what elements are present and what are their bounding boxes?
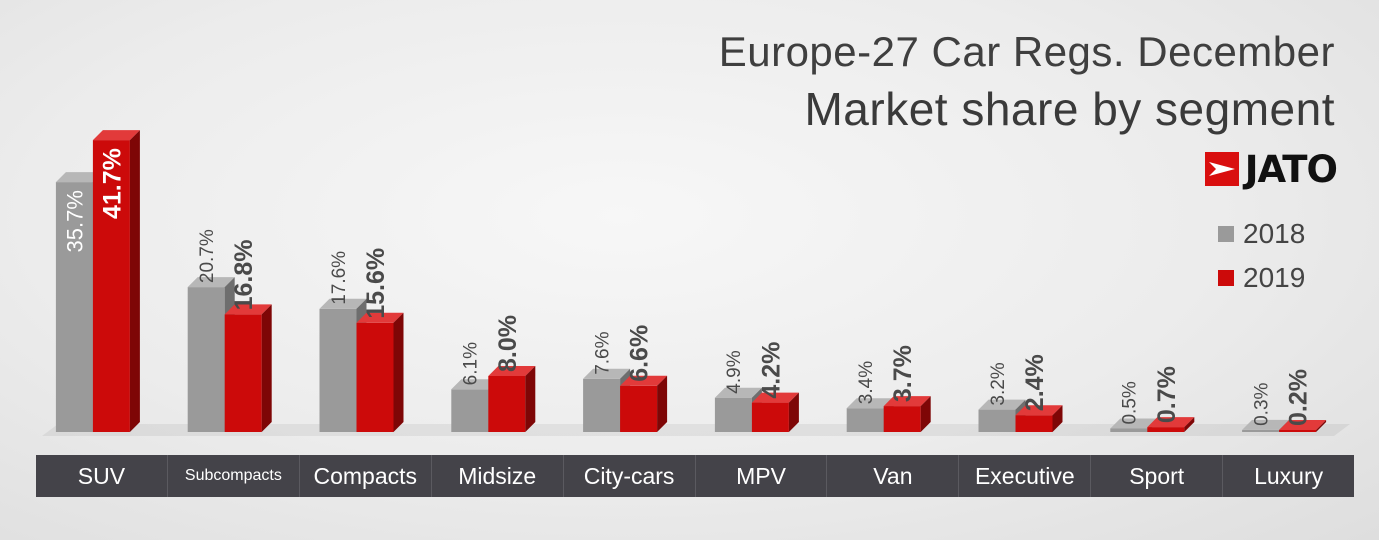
bar-top-2019-City-cars (620, 375, 668, 386)
bar-2019-Compacts (356, 322, 394, 432)
bar-top-2019-Executive (1015, 405, 1063, 416)
bar-top-2018-City-cars (583, 368, 631, 379)
bar-2018-Luxury (1242, 429, 1280, 432)
data-label-2018-City-cars: 7.6% (592, 331, 613, 374)
data-label-2018-Midsize: 6.1% (461, 342, 482, 385)
bar-side-2019-Subcompacts (261, 304, 272, 432)
bar-side-2019-City-cars (657, 375, 668, 432)
bar-side-2019-Compacts (393, 312, 404, 432)
bar-top-2019-Subcompacts (224, 304, 272, 315)
bar-2019-Sport (1147, 427, 1185, 432)
data-label-2019-Sport: 0.7% (1153, 366, 1181, 423)
bar-top-2018-SUV (55, 172, 103, 183)
bar-top-2019-Van (883, 396, 931, 407)
data-label-2019-Van: 3.7% (889, 345, 917, 402)
bar-2018-Van (846, 408, 884, 432)
bar-top-2018-Subcompacts (187, 277, 235, 288)
data-label-2019-MPV: 4.2% (757, 342, 785, 399)
bar-side-2019-Executive (1052, 405, 1063, 432)
category-label: Compacts (298, 455, 431, 497)
legend-swatch-2019 (1218, 270, 1234, 286)
bar-2019-Executive (1015, 415, 1053, 432)
bar-top-2018-Van (846, 398, 894, 409)
bar-2018-Subcompacts (187, 287, 225, 432)
data-label-2018-Sport: 0.5% (1120, 381, 1141, 424)
bar-top-2018-MPV (714, 387, 762, 398)
data-label-2018-SUV: 35.7% (62, 190, 87, 252)
data-label-2018-Luxury: 0.3% (1251, 382, 1272, 425)
bar-side-2019-MPV (788, 392, 799, 432)
bar-2019-Midsize (488, 376, 526, 432)
bar-2018-Compacts (319, 308, 357, 432)
legend-item-2019: 2019 (1218, 256, 1305, 300)
bar-2018-City-cars (583, 378, 621, 432)
bar-2018-Midsize (451, 389, 489, 432)
bar-top-2018-Luxury (1242, 419, 1290, 430)
bar-top-2018-Executive (978, 399, 1026, 410)
category-label: SUV (77, 462, 126, 489)
data-label-2019-Subcompacts: 16.8% (230, 240, 258, 311)
bar-top-2018-Midsize (451, 379, 499, 390)
bar-2019-Luxury (1279, 430, 1317, 432)
legend: 2018 2019 (1218, 212, 1305, 300)
legend-label-2019: 2019 (1243, 262, 1306, 293)
data-label-2019-Midsize: 8.0% (494, 315, 522, 372)
category-label: City-cars (562, 455, 695, 497)
legend-item-2018: 2018 (1218, 212, 1305, 256)
category-label: Van (826, 455, 958, 497)
data-label-2019-Executive: 2.4% (1021, 354, 1049, 411)
category-label: Executive (958, 455, 1090, 497)
bar-top-2019-Sport (1147, 417, 1195, 428)
category-axis: SUV Subcompacts Compacts Midsize City-ca… (36, 455, 1354, 497)
category-label: Midsize (430, 455, 563, 497)
data-label-2019-City-cars: 6.6% (626, 325, 654, 382)
data-label-2018-MPV: 4.9% (724, 350, 745, 393)
data-label-2019-Compacts: 15.6% (362, 248, 390, 319)
bar-top-2019-MPV (751, 392, 799, 403)
bar-2019-MPV (751, 402, 789, 432)
bar-2019-Subcompacts (224, 314, 262, 432)
data-label-2018-Van: 3.4% (856, 361, 877, 404)
bar-side-2019-Luxury (1316, 420, 1327, 432)
bar-2018-Executive (978, 409, 1016, 432)
bar-2019-Van (883, 406, 921, 432)
bar-side-2019-Midsize (525, 366, 536, 432)
bar-top-2019-Midsize (488, 366, 536, 376)
jato-logo-icon (1204, 152, 1239, 186)
brand-name: JATO (1244, 147, 1338, 191)
legend-swatch-2018 (1218, 226, 1234, 242)
chart-subtitle: Market share by segment (804, 83, 1335, 135)
bar-top-2019-SUV (92, 130, 140, 141)
bar-2018-SUV (55, 182, 93, 432)
bar-side-2019-SUV (129, 130, 140, 432)
category-label: Subcompacts (166, 455, 299, 497)
bar-2019-SUV (92, 140, 130, 432)
data-label-2018-Compacts: 17.6% (329, 251, 350, 305)
bar-2019-City-cars (620, 385, 658, 432)
data-label-2019-Luxury: 0.2% (1285, 369, 1313, 426)
category-label: MPV (694, 455, 827, 497)
jato-logo: JATO (1204, 147, 1338, 191)
category-label: Luxury (1222, 455, 1354, 497)
bar-top-2018-Sport (1110, 418, 1158, 429)
data-label-2018-Executive: 3.2% (988, 362, 1009, 405)
bar-side-2019-Van (920, 396, 931, 432)
data-label-2018-Subcompacts: 20.7% (197, 229, 218, 283)
legend-label-2018: 2018 (1243, 218, 1306, 249)
bar-top-2019-Luxury (1279, 420, 1327, 430)
chart-title: Europe-27 Car Regs. December (718, 28, 1335, 75)
bar-2018-MPV (714, 397, 752, 432)
bar-top-2018-Compacts (319, 298, 367, 309)
category-label: Sport (1090, 455, 1222, 497)
bar-2018-Sport (1110, 428, 1148, 432)
bar-top-2019-Compacts (356, 312, 404, 323)
bar-side-2019-Sport (1184, 417, 1195, 432)
data-label-2019-SUV: 41.7% (98, 148, 126, 219)
